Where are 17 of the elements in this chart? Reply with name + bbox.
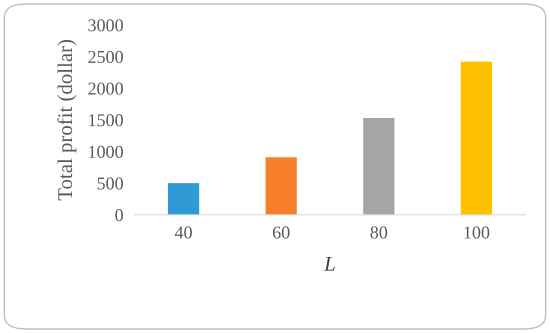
y-tick-label: 1500 [89, 114, 123, 126]
y-tick-label: 3000 [88, 19, 123, 32]
x-tick-label: 40 [174, 226, 192, 239]
x-tick-label: 60 [272, 226, 290, 239]
bar [460, 62, 492, 215]
x-tick-label: 100 [464, 226, 490, 239]
bar [266, 157, 297, 215]
y-tick-label: 2500 [88, 50, 123, 64]
y-tick-label: 1000 [89, 146, 123, 158]
y-axis-title: Total profit (dollar) [57, 40, 76, 200]
bar [363, 118, 394, 215]
y-tick-label: 500 [98, 177, 123, 190]
x-axis-title: L [324, 256, 335, 271]
x-tick-label: 80 [370, 226, 388, 239]
bar [168, 183, 200, 215]
y-tick-label: 0 [115, 209, 123, 222]
y-tick-label: 2000 [88, 82, 123, 95]
